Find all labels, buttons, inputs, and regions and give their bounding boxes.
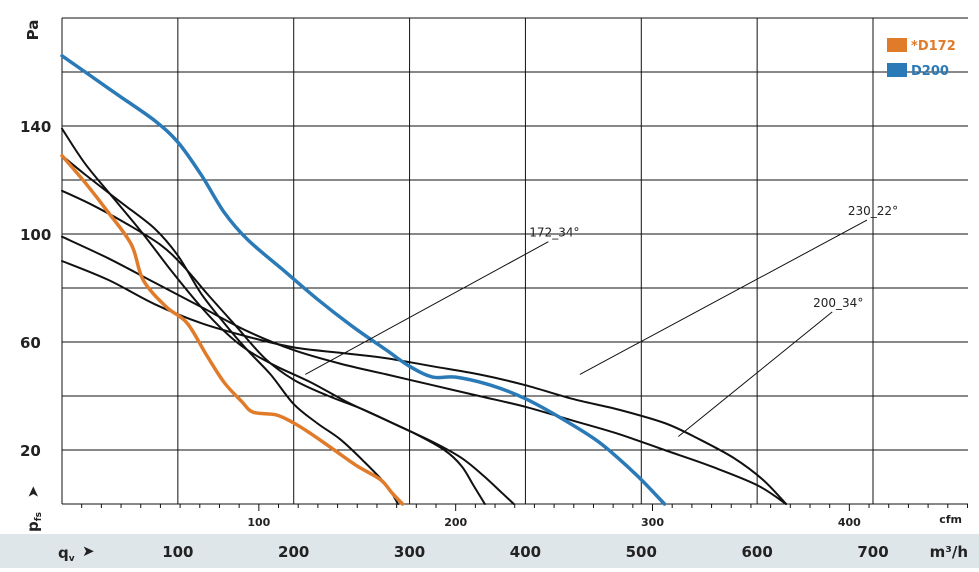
annotation-label: 200_34° [813,296,863,310]
series-line-curve [61,127,486,505]
x-axis-quantity-label: qv [58,544,75,564]
x-tick-label-m3h: 100 [162,543,193,561]
bottom-axis-bar [0,534,979,568]
series-line-curve [61,189,515,505]
x-axis-unit-cfm: cfm [939,513,962,526]
legend-swatch-d200 [887,63,907,77]
y-axis-arrow: ➤ [24,486,42,499]
x-tick-label-m3h: 400 [510,543,541,561]
x-axis-unit-m3h: m³/h [930,543,968,561]
x-tick-label-m3h: 500 [626,543,657,561]
annotations: 172_34° 230_22° 200_34° [305,204,898,437]
legend: *D172 D200 [887,38,956,79]
annotation-leader [305,241,549,375]
series-line-curve [61,235,788,505]
y-tick-label: 140 [20,118,51,136]
y-tick-label: 100 [20,226,51,244]
legend-label-d200: D200 [911,64,949,79]
y-tick-label: 60 [20,334,41,352]
x-tick-label-cfm: 400 [838,516,861,529]
grid [61,17,968,511]
annotation-leader [678,311,833,437]
annotation-label: 230_22° [848,204,898,218]
series-layer [60,54,788,506]
series-line-curve [61,154,399,505]
x-tick-label-cfm: 200 [444,516,467,529]
legend-label-d172: *D172 [911,39,956,54]
annotation-label: 172_34° [529,226,579,240]
y-axis-unit-label: Pa [24,20,42,41]
series-line-d172 [60,153,405,506]
x-tick-label-cfm: 100 [247,516,270,529]
x-tick-label-cfm: 300 [641,516,664,529]
tick-labels: 20 60 100 140 100 200 300 400 500 600 700 100 200 300… [20,118,889,561]
x-tick-label-m3h: 300 [394,543,425,561]
x-tick-label-m3h: 600 [741,543,772,561]
annotation-leader [579,219,868,375]
y-tick-label: 20 [20,442,41,460]
svg-text:pfs: pfs [24,512,44,532]
series-line-curve [61,260,788,505]
series-line-d200 [60,54,667,506]
x-axis-arrow: ➤ [82,542,95,560]
legend-swatch-d172 [887,38,907,52]
x-tick-label-m3h: 200 [278,543,309,561]
x-tick-label-m3h: 700 [857,543,888,561]
y-axis-quantity-label: pfs [24,512,44,532]
